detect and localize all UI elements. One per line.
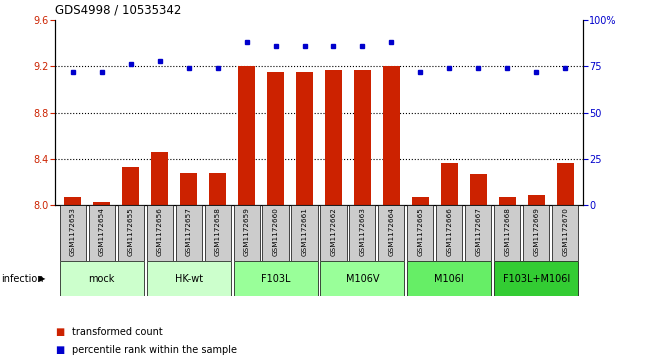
Text: GSM1172670: GSM1172670 xyxy=(562,207,568,256)
Bar xyxy=(523,205,549,261)
Bar xyxy=(204,205,230,261)
Text: mock: mock xyxy=(89,274,115,284)
Bar xyxy=(262,205,288,261)
Bar xyxy=(176,205,202,261)
Bar xyxy=(118,205,144,261)
Text: transformed count: transformed count xyxy=(72,327,162,337)
Text: percentile rank within the sample: percentile rank within the sample xyxy=(72,345,236,355)
Bar xyxy=(441,163,458,205)
Bar xyxy=(209,173,227,205)
Bar xyxy=(180,173,197,205)
Text: GSM1172660: GSM1172660 xyxy=(273,207,279,256)
Bar xyxy=(353,70,371,205)
Bar xyxy=(469,174,487,205)
Bar xyxy=(499,197,516,205)
Bar xyxy=(151,152,169,205)
Bar xyxy=(383,66,400,205)
Bar xyxy=(93,201,111,205)
Bar xyxy=(552,205,578,261)
Text: GSM1172657: GSM1172657 xyxy=(186,207,191,256)
Bar xyxy=(494,205,520,261)
Bar xyxy=(60,205,86,261)
Bar xyxy=(238,66,255,205)
Bar xyxy=(325,70,342,205)
Text: infection: infection xyxy=(1,274,43,284)
Bar xyxy=(557,163,574,205)
Text: GSM1172666: GSM1172666 xyxy=(447,207,452,256)
Text: GSM1172661: GSM1172661 xyxy=(301,207,307,256)
Bar xyxy=(378,205,404,261)
Text: GSM1172669: GSM1172669 xyxy=(533,207,539,256)
Text: GSM1172665: GSM1172665 xyxy=(417,207,423,256)
Text: GSM1172659: GSM1172659 xyxy=(243,207,249,256)
Bar xyxy=(234,261,318,296)
Text: GSM1172658: GSM1172658 xyxy=(215,207,221,256)
Text: M106I: M106I xyxy=(434,274,464,284)
Bar xyxy=(122,167,139,205)
Text: GSM1172667: GSM1172667 xyxy=(475,207,481,256)
Bar xyxy=(267,72,284,205)
Bar xyxy=(527,195,545,205)
Text: GSM1172654: GSM1172654 xyxy=(99,207,105,256)
Bar xyxy=(146,261,230,296)
Bar xyxy=(60,261,144,296)
Bar xyxy=(146,205,173,261)
Text: GSM1172663: GSM1172663 xyxy=(359,207,365,256)
Text: ■: ■ xyxy=(55,345,64,355)
Bar xyxy=(411,197,429,205)
Bar xyxy=(234,205,260,261)
Text: GSM1172662: GSM1172662 xyxy=(331,207,337,256)
Text: ■: ■ xyxy=(55,327,64,337)
Bar xyxy=(408,261,492,296)
Bar xyxy=(320,261,404,296)
Bar xyxy=(292,205,318,261)
Bar xyxy=(408,205,434,261)
Text: GSM1172668: GSM1172668 xyxy=(505,207,510,256)
Bar xyxy=(296,72,313,205)
Bar xyxy=(465,205,492,261)
Text: F103L+M106I: F103L+M106I xyxy=(503,274,570,284)
Text: F103L: F103L xyxy=(261,274,290,284)
Text: M106V: M106V xyxy=(346,274,379,284)
Text: GSM1172653: GSM1172653 xyxy=(70,207,76,256)
Text: HK-wt: HK-wt xyxy=(174,274,202,284)
Bar xyxy=(64,197,81,205)
Text: GSM1172656: GSM1172656 xyxy=(157,207,163,256)
Bar xyxy=(350,205,376,261)
Text: ▶: ▶ xyxy=(39,274,46,283)
Bar xyxy=(89,205,115,261)
Bar xyxy=(320,205,346,261)
Text: GSM1172655: GSM1172655 xyxy=(128,207,133,256)
Text: GDS4998 / 10535342: GDS4998 / 10535342 xyxy=(55,4,182,17)
Bar xyxy=(494,261,578,296)
Bar xyxy=(436,205,462,261)
Text: GSM1172664: GSM1172664 xyxy=(389,207,395,256)
